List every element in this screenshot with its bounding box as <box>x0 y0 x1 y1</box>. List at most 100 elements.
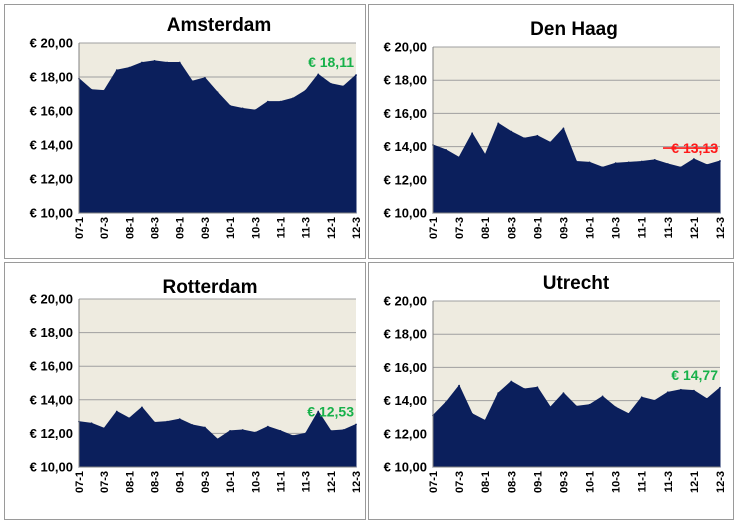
data-point <box>229 429 231 432</box>
data-point <box>128 66 131 69</box>
data-point <box>279 429 282 432</box>
x-tick-label: 07-3 <box>454 217 466 239</box>
data-point <box>241 429 244 431</box>
x-tick-label: 09-1 <box>532 471 544 493</box>
data-point <box>191 424 194 426</box>
data-point <box>484 419 487 422</box>
data-point <box>536 134 539 137</box>
data-point <box>355 423 357 426</box>
y-tick-label: € 10,00 <box>30 206 73 221</box>
data-point <box>719 386 721 389</box>
data-point <box>693 389 695 392</box>
x-tick-label: 07-1 <box>74 471 86 493</box>
x-tick-label: 08-3 <box>506 217 518 239</box>
x-tick-label: 07-1 <box>74 217 86 239</box>
data-point <box>693 158 695 160</box>
panel-den-haag: € 10,00 € 12,00 € 14,00 € 16,00 € 18,00 € 20,… <box>368 4 734 259</box>
y-tick-label: € 18,00 <box>384 327 427 342</box>
x-tick-label: 07-1 <box>428 471 440 493</box>
y-tick-label: € 14,00 <box>30 138 73 153</box>
data-point <box>166 420 169 423</box>
x-tick-label: 08-1 <box>480 217 492 239</box>
series-area <box>78 406 357 468</box>
panel-utrecht: € 10,00 € 12,00 € 14,00 € 16,00 € 18,00 € 20,… <box>368 262 734 520</box>
x-tick-label: 08-1 <box>124 217 136 239</box>
x-tick-label: 07-3 <box>99 471 111 493</box>
x-tick-label: 09-3 <box>200 471 212 493</box>
y-tick-label: € 16,00 <box>384 106 427 121</box>
data-point <box>329 82 332 85</box>
data-point <box>640 160 643 163</box>
data-point <box>241 107 244 110</box>
y-tick-label: € 18,00 <box>30 325 73 340</box>
data-point <box>128 417 131 420</box>
data-point <box>115 410 118 413</box>
data-point <box>562 392 565 395</box>
data-point <box>317 73 320 76</box>
y-tick-label: € 10,00 <box>384 206 427 221</box>
data-point <box>216 438 219 441</box>
data-point <box>497 392 500 395</box>
data-point <box>103 427 106 430</box>
chart-title: Utrecht <box>543 273 610 294</box>
data-point <box>588 403 591 406</box>
data-point <box>204 76 206 79</box>
data-point <box>317 410 320 413</box>
data-point <box>304 89 307 92</box>
x-tick-label: 09-1 <box>532 217 544 239</box>
y-tick-label: € 12,00 <box>30 172 73 187</box>
data-point <box>191 80 194 83</box>
data-point <box>627 412 630 415</box>
data-point <box>178 418 181 421</box>
y-tick-label: € 16,00 <box>30 359 73 374</box>
data-point <box>90 422 93 425</box>
data-point <box>279 100 282 103</box>
x-tick-label: 12-3 <box>715 217 727 239</box>
x-tick-label: 10-1 <box>585 471 597 493</box>
y-tick-label: € 12,00 <box>384 172 427 187</box>
x-tick-label: 11-3 <box>301 217 313 238</box>
data-point <box>204 426 206 429</box>
x-tick-label: 09-1 <box>175 471 187 493</box>
data-point <box>679 166 682 169</box>
data-point <box>342 429 345 431</box>
data-point <box>458 156 460 159</box>
x-tick-label: 11-3 <box>663 217 675 238</box>
x-tick-label: 11-1 <box>637 471 649 492</box>
data-point <box>115 69 118 72</box>
y-tick-label: € 12,00 <box>30 426 73 441</box>
chart-amsterdam: € 10,00 € 12,00 € 14,00 € 16,00 € 18,00 € 20,… <box>30 15 363 239</box>
last-value-callout: € 18,11 <box>308 54 354 70</box>
y-tick-label: € 18,00 <box>30 70 73 85</box>
data-point <box>153 59 156 62</box>
data-point <box>706 398 708 400</box>
x-tick-label: 10-1 <box>585 217 597 239</box>
data-point <box>216 91 219 94</box>
x-tick-label: 12-1 <box>689 471 701 493</box>
chart-title: Rotterdam <box>162 277 257 298</box>
data-point <box>471 412 474 415</box>
chart-title: Den Haag <box>530 19 618 40</box>
x-tick-label: 08-3 <box>150 471 162 493</box>
x-tick-label: 11-3 <box>301 471 313 492</box>
data-point <box>549 141 552 144</box>
x-tick-label: 10-3 <box>611 471 623 493</box>
data-point <box>329 429 332 432</box>
data-point <box>640 396 643 399</box>
data-point <box>484 154 487 156</box>
data-point <box>153 421 156 424</box>
y-tick-label: € 20,00 <box>384 40 427 55</box>
data-point <box>614 162 617 165</box>
chart-title: Amsterdam <box>167 15 272 36</box>
data-point <box>103 89 106 92</box>
y-tick-label: € 14,00 <box>384 393 427 408</box>
x-tick-label: 10-1 <box>225 471 237 493</box>
data-point <box>523 137 526 140</box>
y-tick-label: € 10,00 <box>30 460 73 475</box>
x-tick-label: 10-3 <box>611 217 623 239</box>
data-point <box>90 88 93 91</box>
data-point <box>510 130 513 133</box>
y-tick-label: € 12,00 <box>384 426 427 441</box>
data-point <box>523 388 526 390</box>
